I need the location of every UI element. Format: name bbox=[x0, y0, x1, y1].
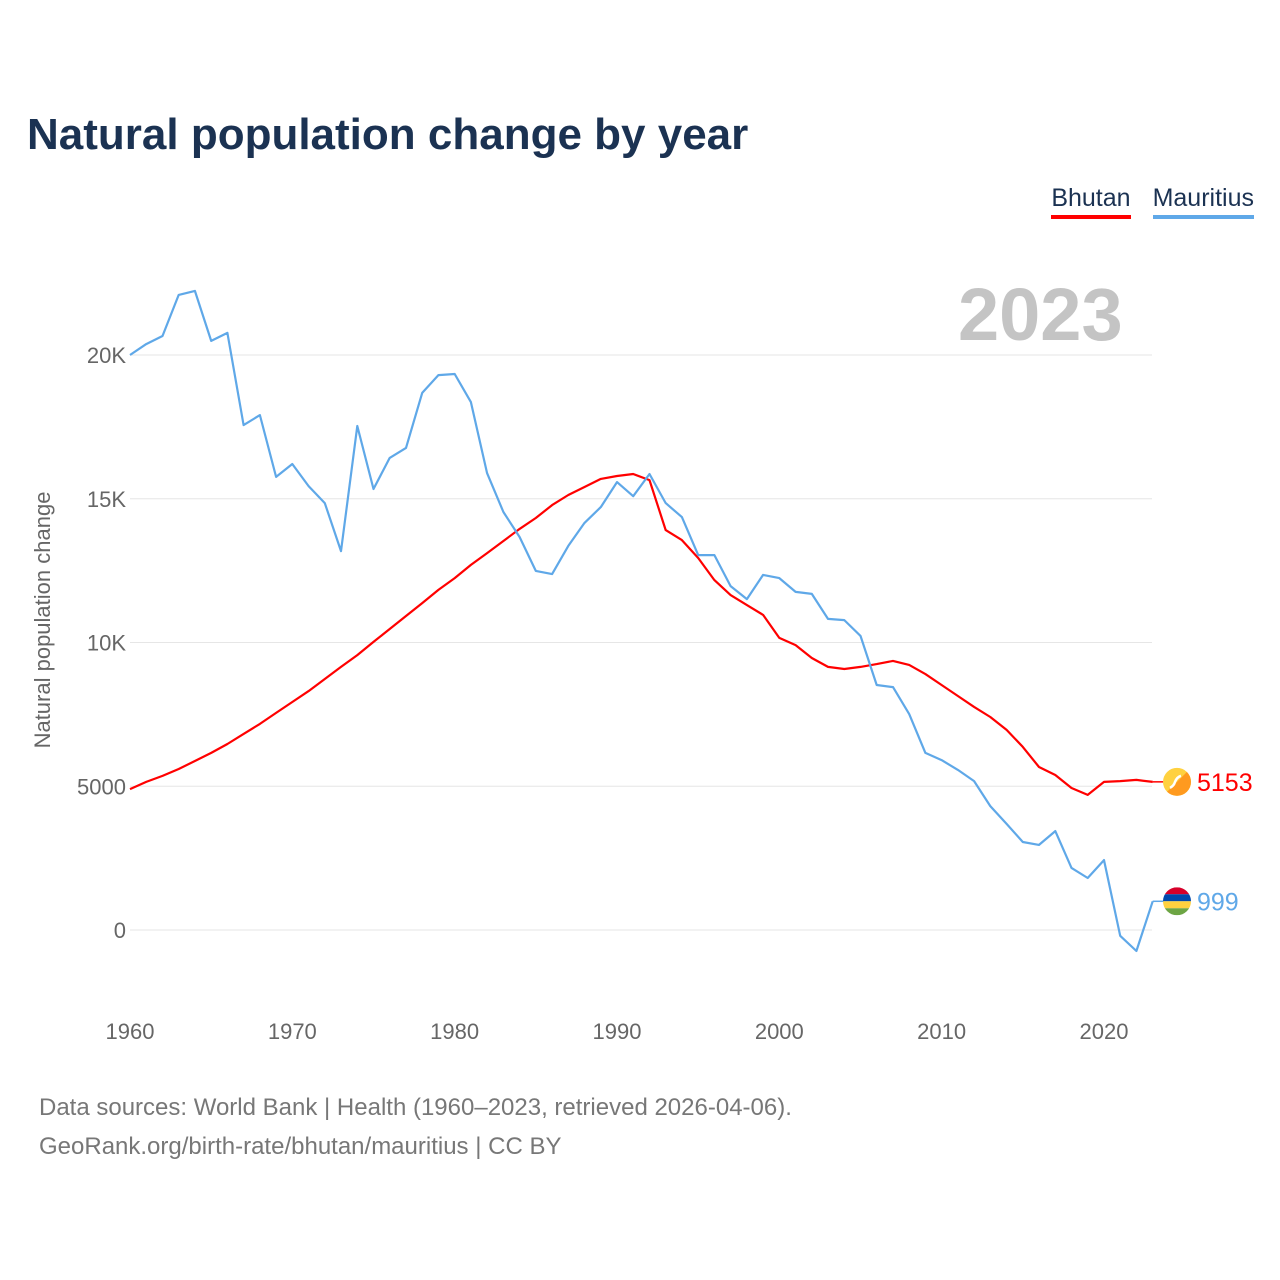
x-tick-label: 2000 bbox=[755, 1019, 804, 1044]
legend-item-bhutan[interactable]: Bhutan bbox=[1051, 184, 1131, 219]
flag-stripe bbox=[1163, 908, 1191, 916]
x-tick-label: 2010 bbox=[917, 1019, 966, 1044]
source-line-2[interactable]: GeoRank.org/birth-rate/bhutan/mauritius … bbox=[39, 1133, 562, 1160]
x-tick-label: 1970 bbox=[268, 1019, 317, 1044]
x-tick-label: 1990 bbox=[593, 1019, 642, 1044]
source-line-1: Data sources: World Bank | Health (1960–… bbox=[39, 1094, 792, 1121]
x-tick-label: 2020 bbox=[1080, 1019, 1129, 1044]
series-line-bhutan bbox=[129, 472, 1153, 796]
y-tick-label: 5000 bbox=[77, 774, 126, 799]
flag-half bbox=[1163, 767, 1191, 796]
flag-icon-mauritius bbox=[1163, 887, 1191, 916]
current-year-label: 2023 bbox=[958, 273, 1123, 356]
legend: Bhutan Mauritius bbox=[1051, 184, 1254, 219]
y-tick-label: 15K bbox=[87, 487, 126, 512]
flag-dragon bbox=[1169, 774, 1182, 789]
y-tick-label: 10K bbox=[87, 631, 126, 656]
source-note: Data sources: World Bank | Health (1960–… bbox=[39, 1088, 792, 1166]
series-line-mauritius bbox=[129, 289, 1154, 953]
legend-item-mauritius[interactable]: Mauritius bbox=[1152, 184, 1254, 219]
flag-icon-bhutan bbox=[1163, 767, 1191, 796]
y-tick-label: 0 bbox=[114, 918, 126, 943]
flag-stripe bbox=[1163, 894, 1191, 902]
y-tick-label: 20K bbox=[87, 343, 126, 368]
chart-title: Natural population change by year bbox=[27, 110, 749, 159]
end-value-label-bhutan: 5153 bbox=[1197, 769, 1253, 797]
x-tick-label: 1960 bbox=[106, 1019, 155, 1044]
x-tick-label: 1980 bbox=[430, 1019, 479, 1044]
flag-stripe bbox=[1163, 901, 1191, 909]
end-value-label-mauritius: 999 bbox=[1197, 888, 1239, 916]
flag-stripe bbox=[1163, 887, 1191, 895]
